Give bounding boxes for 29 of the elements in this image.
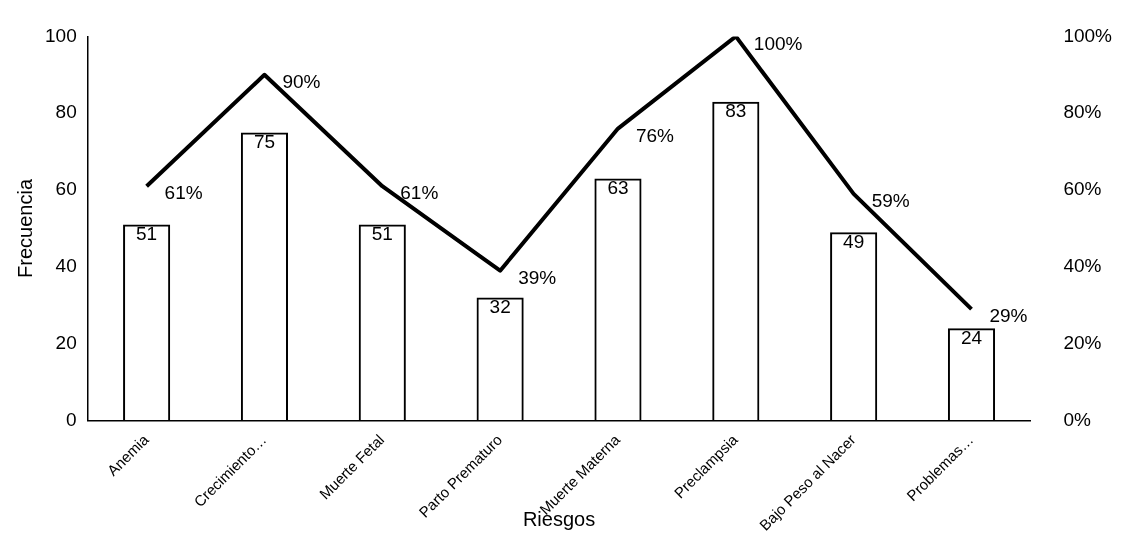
data-label: 61% [400, 182, 439, 204]
y-tick-label: 60 [55, 178, 77, 200]
data-label: 51 [371, 222, 393, 244]
y-tick-label: 80 [55, 101, 77, 123]
y-tick-label: 100 [45, 24, 77, 46]
data-label: 63 [607, 176, 629, 198]
y-tick-label: 0 [66, 408, 77, 430]
y2-tick-label: 100% [1063, 24, 1113, 46]
y2-tick-label: 40% [1063, 255, 1102, 277]
data-label: 61% [164, 182, 203, 204]
y-tick-label: 20 [55, 331, 77, 353]
y2-tick-label: 0% [1063, 408, 1091, 430]
data-label: 75 [253, 130, 276, 152]
data-label: 100% [753, 32, 803, 54]
data-label: 39% [518, 266, 557, 288]
data-label: 24 [960, 326, 983, 348]
y2-tick-label: 80% [1063, 101, 1102, 123]
y-axis-title: Frecuencia [13, 178, 36, 278]
data-label: 83 [725, 99, 747, 121]
data-label: 51 [136, 222, 158, 244]
y-tick-label: 40 [55, 255, 77, 277]
y2-tick-label: 60% [1063, 178, 1102, 200]
data-label: 32 [489, 295, 511, 317]
data-label: 49 [843, 230, 865, 252]
data-label: 59% [871, 190, 910, 212]
y2-tick-label: 20% [1063, 331, 1102, 353]
data-label: 76% [635, 124, 675, 146]
data-label: 29% [989, 305, 1028, 327]
data-label: 90% [282, 71, 321, 93]
